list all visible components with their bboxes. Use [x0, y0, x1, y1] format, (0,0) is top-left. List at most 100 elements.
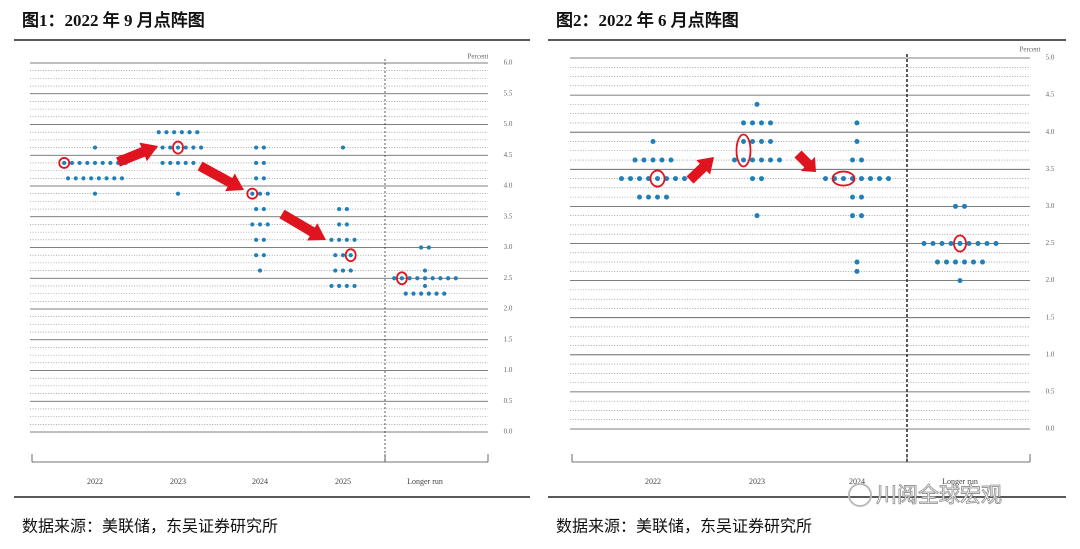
dot	[442, 291, 447, 296]
dot	[422, 283, 428, 289]
dot	[340, 253, 346, 258]
y-tick-label: 6.0	[504, 59, 513, 67]
highlight	[395, 271, 408, 286]
highlight	[831, 170, 856, 187]
dot	[850, 213, 855, 219]
dot	[257, 191, 263, 196]
dot	[854, 259, 860, 265]
dot	[81, 176, 86, 181]
x-tick-label: 2022	[645, 477, 661, 486]
dot	[877, 176, 882, 182]
dot	[434, 291, 439, 296]
dot	[399, 276, 404, 281]
dot	[100, 160, 105, 166]
dot	[664, 194, 669, 200]
dot	[859, 194, 864, 200]
dot	[655, 176, 660, 182]
y-tick-label: 5.0	[504, 120, 513, 128]
dot	[254, 237, 259, 242]
dot	[754, 213, 760, 219]
dot	[732, 157, 737, 163]
dot	[257, 222, 263, 227]
dot	[411, 291, 416, 296]
dot	[160, 160, 165, 166]
dot	[179, 130, 184, 135]
dot	[257, 268, 263, 273]
dot	[953, 259, 958, 265]
dot	[199, 145, 204, 150]
dot	[426, 245, 431, 250]
y-tick-label: 2.5	[504, 274, 513, 282]
dot	[352, 237, 357, 242]
y-tick-label: 3.5	[504, 212, 513, 220]
y-tick-label: 0.5	[504, 397, 513, 405]
dot	[415, 276, 420, 281]
y-tick-label: 2.5	[1046, 239, 1055, 247]
dot	[250, 222, 255, 227]
y-tick-label: 2.0	[1046, 276, 1055, 284]
dot	[921, 241, 927, 246]
dot	[261, 237, 266, 242]
dot	[668, 157, 674, 163]
dot	[632, 157, 638, 163]
dot	[333, 253, 338, 258]
dot	[655, 194, 660, 200]
dot	[646, 194, 651, 200]
dot	[966, 241, 972, 246]
dot	[935, 259, 940, 265]
dot	[183, 145, 188, 150]
dot	[984, 241, 990, 246]
dot	[69, 160, 74, 166]
dot	[344, 222, 349, 227]
dot	[650, 138, 656, 144]
dot	[77, 160, 82, 166]
dot	[868, 176, 873, 182]
dot	[119, 176, 125, 181]
dot	[337, 283, 342, 289]
dot	[160, 145, 165, 150]
highlight	[58, 157, 71, 169]
dot	[768, 138, 773, 144]
y-tick-label: 0.0	[1046, 425, 1055, 433]
x-tick-label: 2023	[749, 477, 765, 486]
dot	[637, 194, 642, 200]
x-tick-label: 2022	[87, 477, 103, 486]
dot	[962, 203, 967, 209]
dot	[759, 120, 764, 126]
dot	[426, 291, 431, 296]
dot	[741, 120, 746, 126]
dot	[944, 259, 949, 265]
dot	[168, 145, 173, 150]
dot	[175, 191, 181, 196]
dot	[187, 130, 192, 135]
dot	[682, 176, 687, 182]
dot	[741, 157, 746, 163]
arrow	[279, 209, 326, 241]
dot	[975, 241, 981, 246]
dot	[191, 160, 196, 166]
dot	[768, 120, 773, 126]
y-axis-label: Percent	[1020, 46, 1041, 54]
dot	[750, 157, 755, 163]
dot	[265, 222, 270, 227]
dot	[453, 276, 458, 281]
dot	[85, 160, 90, 166]
y-tick-label: 4.0	[1046, 128, 1055, 136]
highlight	[649, 169, 666, 188]
dot	[340, 268, 346, 273]
y-tick-label: 3.0	[504, 243, 513, 251]
dot	[73, 176, 78, 181]
dot	[419, 291, 424, 296]
dot	[337, 206, 342, 212]
dot	[859, 176, 864, 182]
dot	[348, 253, 353, 258]
dot	[768, 157, 773, 163]
dot	[750, 120, 755, 126]
dot	[329, 237, 334, 242]
highlight	[172, 140, 184, 155]
dot	[750, 176, 755, 182]
dot	[261, 160, 266, 166]
arrow	[116, 142, 158, 167]
dot	[854, 120, 860, 126]
dot	[948, 241, 954, 246]
